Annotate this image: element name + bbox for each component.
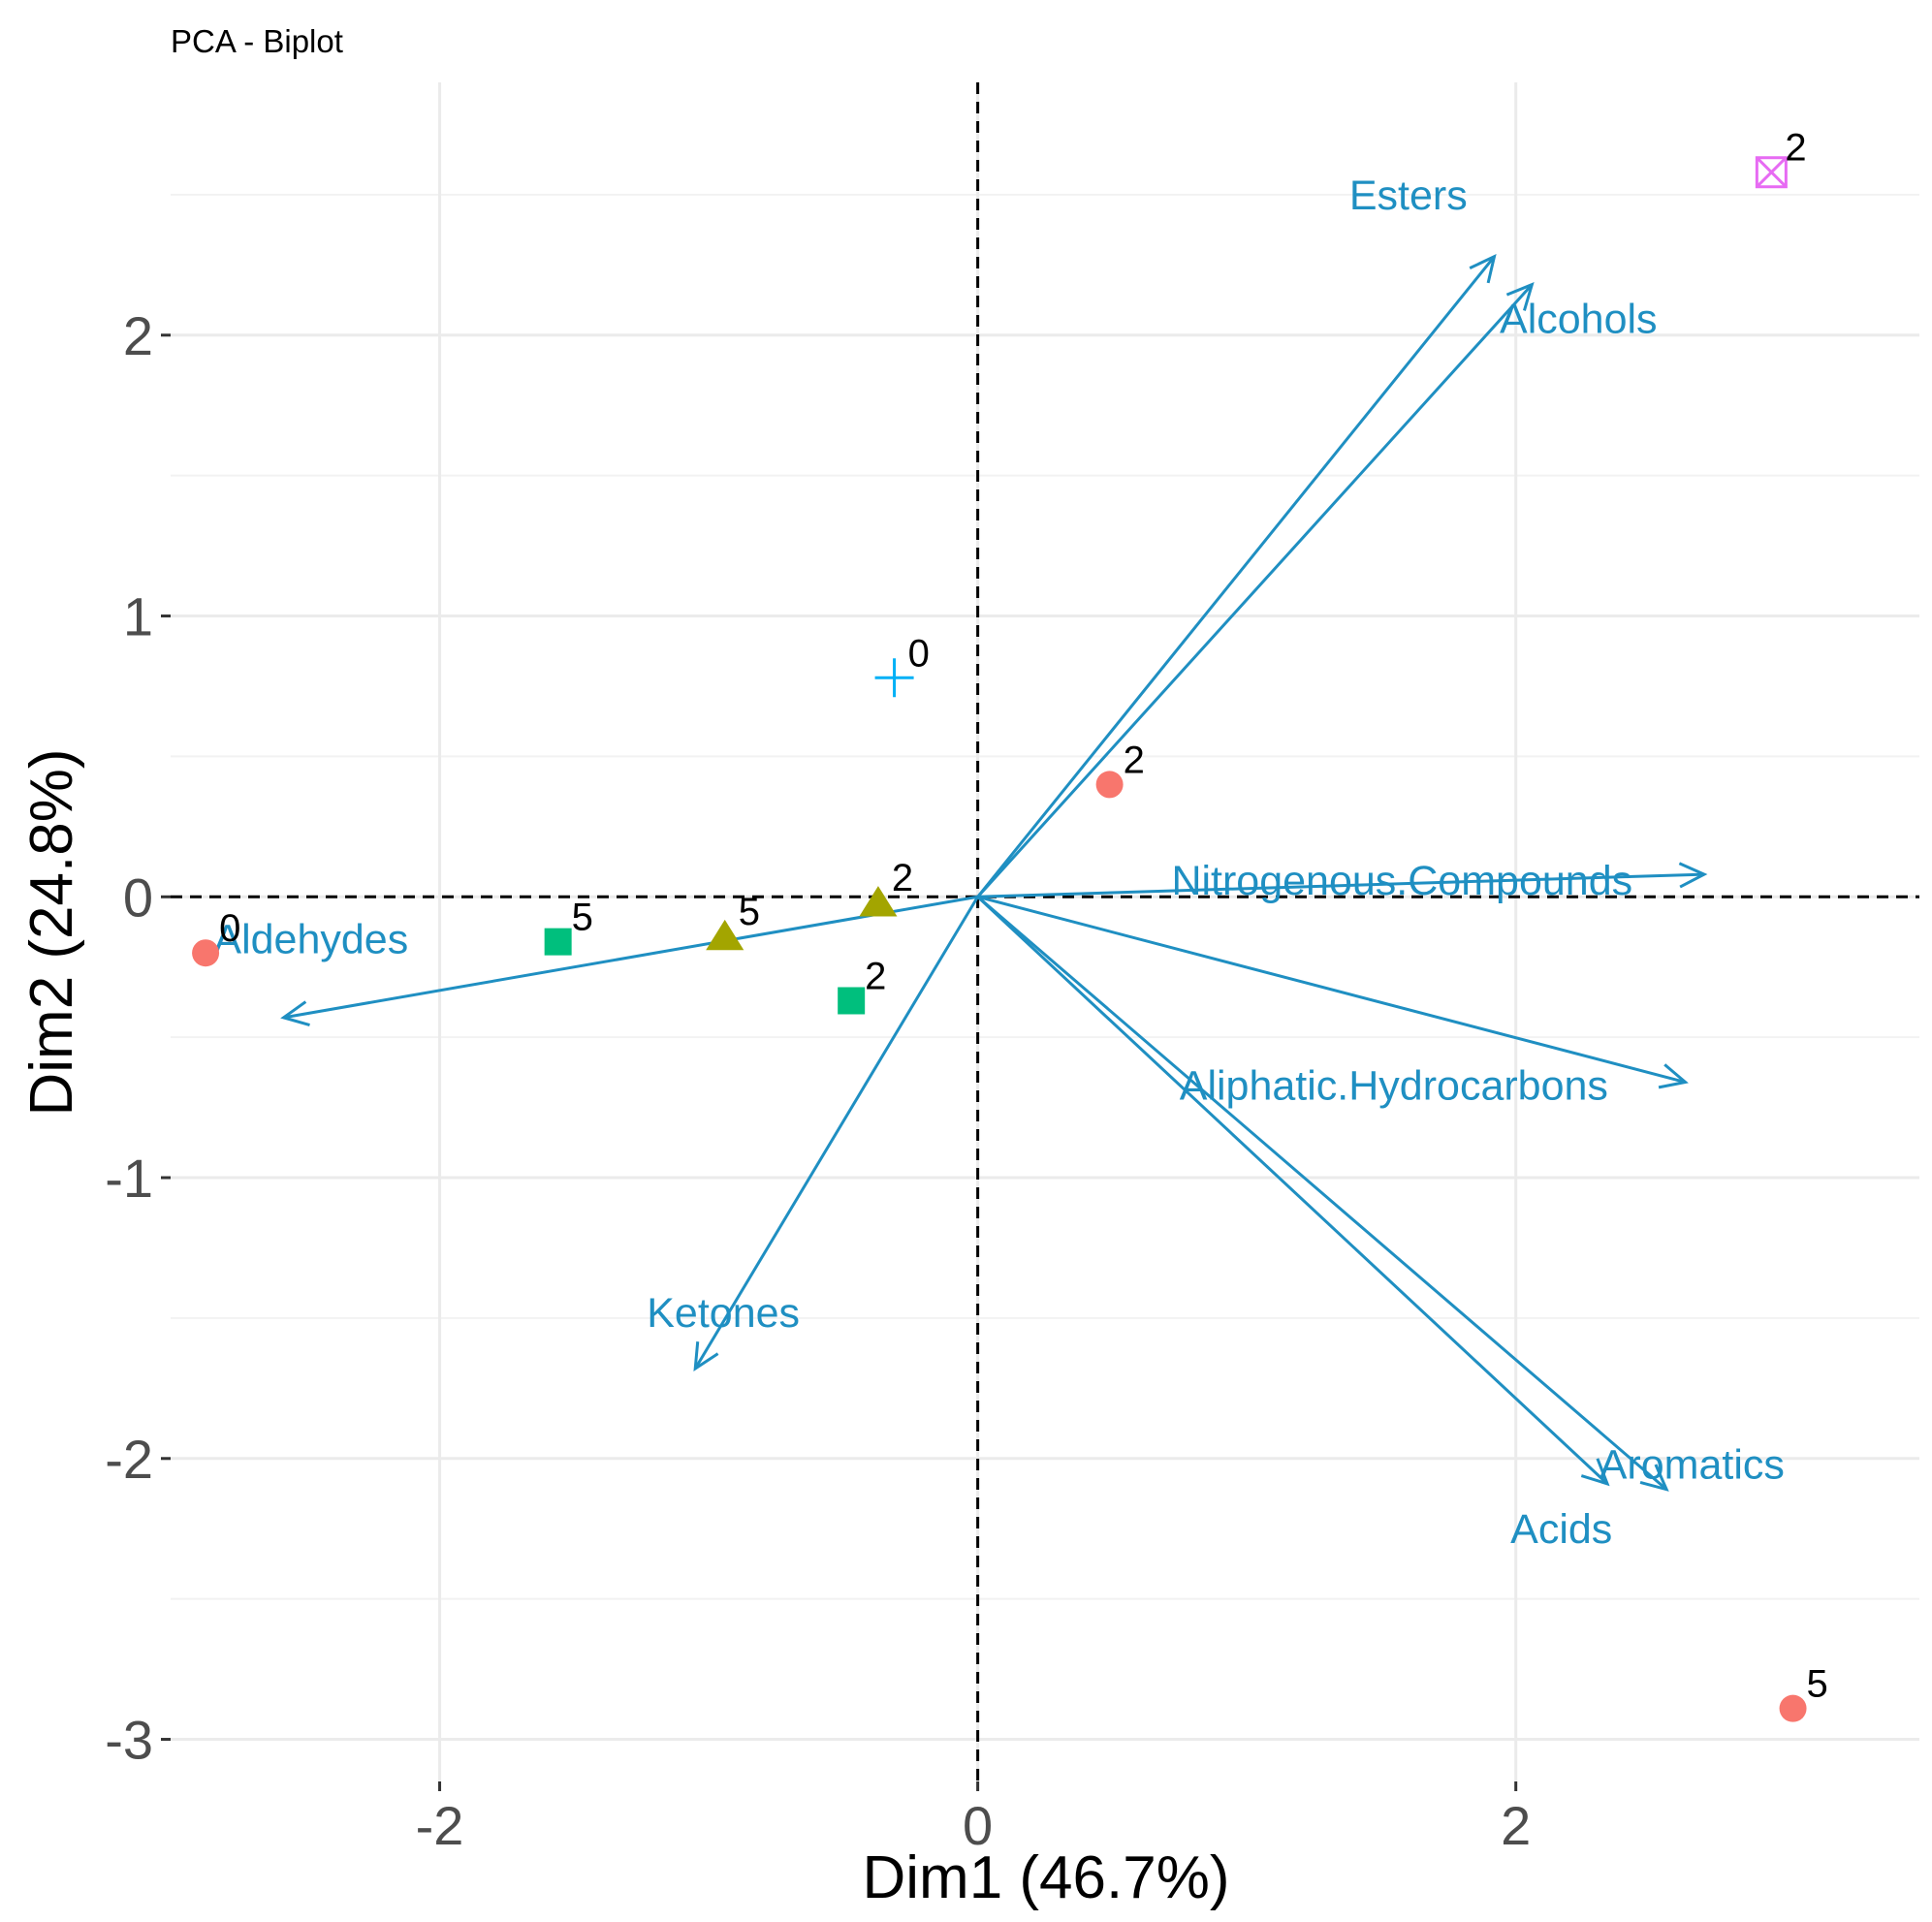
point-boxcross [1755,156,1788,189]
arrow-head [1639,1464,1669,1492]
y-tick-label: -2 [105,1429,153,1490]
arrow-aromatics [976,896,1668,1491]
arrow-esters [976,255,1496,898]
arrow-head [693,1341,719,1372]
point-plus [874,658,914,698]
y-tick-label: 1 [123,586,153,647]
arrow-head [1469,253,1497,284]
point-label: 0 [219,907,240,950]
y-tick-label: -3 [105,1710,153,1771]
point-circle [192,939,220,967]
arrow-head [1505,282,1535,311]
variable-label: Acids [1510,1506,1612,1553]
variable-arrows: Esters Alcohols Nitrogenous.Compounds Aliph… [213,173,1784,1553]
arrow-alcohols [976,283,1534,898]
reference-lines [171,82,1919,1781]
axes: -2 0 2 -3 -2 -1 0 1 2 [105,305,1531,1856]
point-square [838,987,866,1015]
point-label: 2 [892,857,913,899]
point-label: 2 [1124,739,1145,781]
variable-label: Esters [1349,173,1468,219]
point-circle [1095,771,1124,799]
chart-title: PCA - Biplot [171,23,343,59]
point-label: 5 [739,891,760,933]
arrow-head [1678,862,1708,889]
point-label: 2 [865,955,886,997]
variable-label: Ketones [647,1290,800,1337]
y-tick-label: -1 [105,1148,153,1209]
variable-label: Alcohols [1500,296,1658,342]
arrow-aliphatic-hydrocarbons [977,895,1686,1084]
point-label: 0 [908,632,930,675]
y-tick-label: 0 [123,866,153,928]
point-label: 5 [572,897,593,939]
variable-label: Aromatics [1599,1442,1785,1489]
point-boxcross-x [1756,156,1788,188]
x-axis-title: Dim1 (46.7%) [863,1844,1230,1911]
arrow-head [1580,1458,1610,1487]
point-triangle [706,919,744,951]
x-tick-label: 2 [1501,1795,1531,1856]
arrow-acids [976,896,1609,1485]
variable-label: Nitrogenous.Compounds [1171,858,1632,904]
point-label: 2 [1785,127,1806,170]
point-circle [1779,1694,1807,1722]
arrow-aldehydes [283,895,978,1020]
point-square [544,928,572,956]
individual-points: 0 2 5 5 2 5 2 0 2 [192,127,1828,1722]
y-axis-title: Dim2 (24.8%) [18,749,85,1117]
point-triangle [859,886,898,917]
variable-label: Aldehydes [213,917,408,963]
x-tick-label: -2 [416,1795,464,1856]
x-tick-label: 0 [963,1795,993,1856]
arrow-nitrogenous-compounds [977,872,1705,898]
arrow-head [280,1000,310,1026]
arrow-head [1658,1063,1689,1089]
y-tick-label: 2 [123,305,153,366]
grid-major [171,82,1919,1781]
arrow-ketones [693,896,979,1370]
variable-label: Aliphatic.Hydrocarbons [1180,1062,1608,1109]
point-label: 5 [1807,1663,1828,1706]
